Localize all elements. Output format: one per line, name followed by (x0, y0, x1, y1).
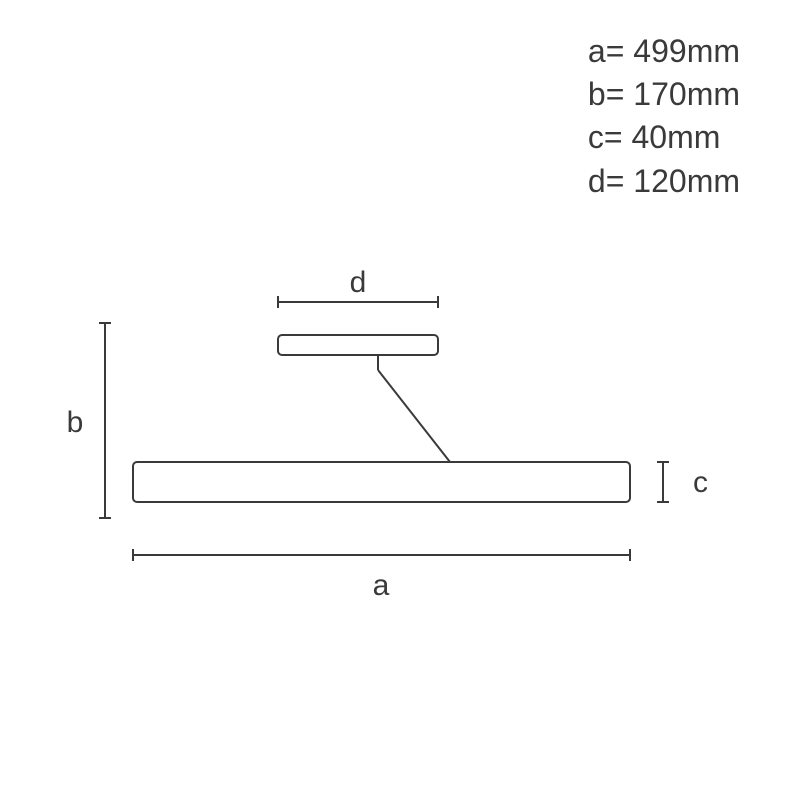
dim-d-label: d (350, 266, 367, 299)
technical-drawing: d b c a (0, 0, 800, 800)
top-mount (278, 335, 438, 355)
diagonal-arm (378, 370, 450, 462)
dim-b-label: b (67, 406, 84, 439)
main-bar (133, 462, 630, 502)
dim-a-label: a (373, 569, 390, 602)
dim-c-label: c (693, 466, 708, 499)
